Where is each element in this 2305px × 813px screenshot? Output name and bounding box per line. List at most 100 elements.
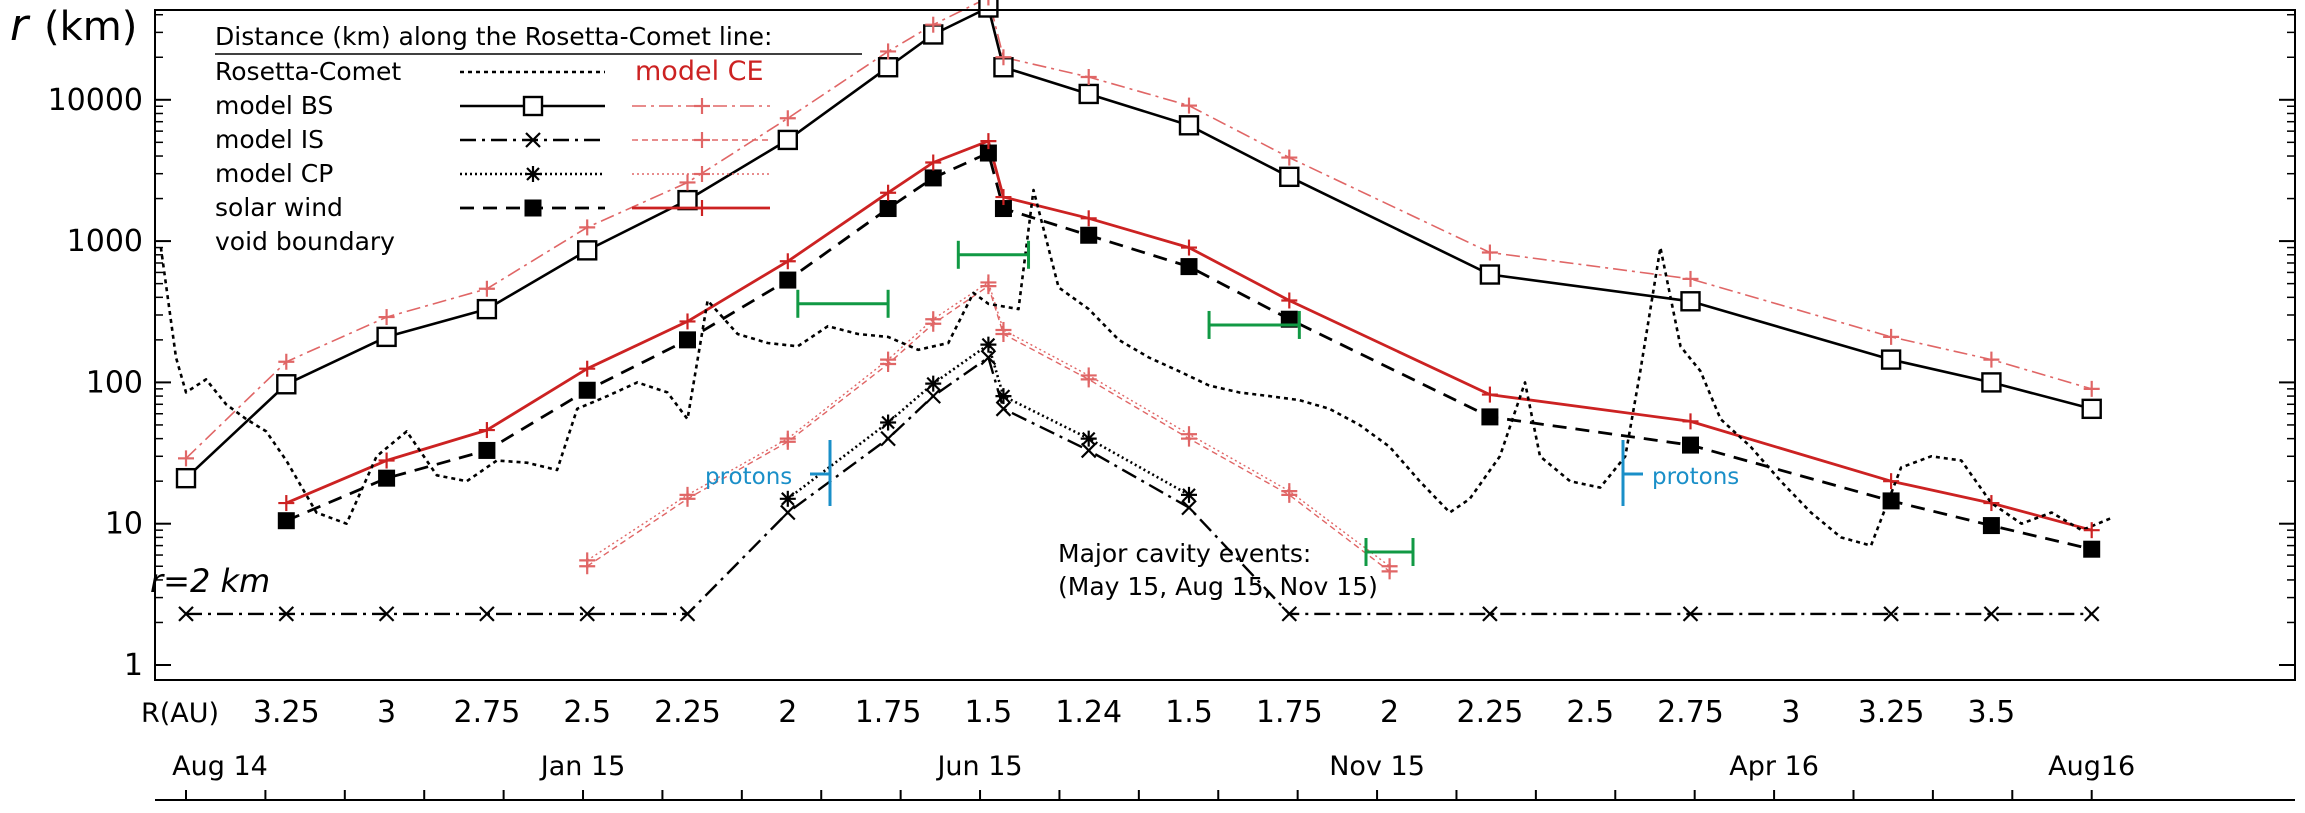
- data-point-model-is: [780, 504, 796, 521]
- data-point-model-ce-cp: [995, 321, 1012, 338]
- marker-stroke: [378, 606, 395, 622]
- data-point-model-is: [1181, 499, 1197, 516]
- marker-stroke: [1883, 606, 1899, 622]
- series-layer: [159, 0, 2113, 616]
- data-point-model-bs: [2081, 398, 2102, 420]
- proton-marker-left: [810, 440, 832, 506]
- data-point-model-cp: [980, 336, 997, 353]
- data-point-model-cp: [1181, 486, 1197, 503]
- legend-marker-model-is: [525, 132, 541, 148]
- data-point-model-ce-cp: [980, 274, 997, 291]
- data-point-solar-wind: [1882, 492, 1900, 510]
- data-point-model-ce-bs: [925, 16, 942, 33]
- data-point-model-ce-solar-wind: [478, 422, 495, 439]
- x-tick-label: 2.75: [1657, 695, 1724, 730]
- axes-layer: 1 10 100 1000 10000 3.25 3 2.75 2.5 2.25 2 1.75 1.5 1…: [48, 9, 2296, 801]
- marker-stroke: [479, 606, 495, 622]
- data-point-solar-wind: [1080, 226, 1098, 244]
- data-point-model-ce-cp: [579, 552, 596, 569]
- x-tick-label: 3.25: [1858, 695, 1925, 730]
- cavity-event-bar: [796, 289, 890, 318]
- marker-layer: [175, 0, 2102, 622]
- data-point-model-bs: [276, 374, 297, 395]
- data-point-model-ce-cp: [925, 311, 942, 328]
- legend-entry-rosetta-comet: Rosetta-Comet: [215, 57, 401, 86]
- legend-entry-model-is: model IS: [215, 125, 324, 154]
- x-tick-label: 3.25: [253, 695, 320, 730]
- data-point-model-ce-solar-wind: [1682, 413, 1699, 430]
- marker-stroke: [178, 606, 194, 622]
- x-tick-label: 3.5: [1968, 695, 2016, 730]
- data-point-model-ce-bs: [987, 0, 990, 6]
- legend: [215, 53, 862, 217]
- data-point-model-cp: [880, 414, 897, 431]
- data-point-model-ce-bs: [779, 110, 796, 127]
- data-point-model-bs: [1680, 291, 1701, 312]
- x-tick-label: 2: [778, 695, 797, 730]
- x-tick-label: 3: [377, 695, 396, 730]
- data-point-model-bs: [476, 298, 498, 320]
- marker-stroke: [995, 401, 1012, 417]
- date-label: Aug16: [2048, 751, 2135, 782]
- data-point-solar-wind: [478, 441, 496, 459]
- marker-stroke: [1983, 606, 2000, 622]
- data-point-model-bs: [877, 57, 899, 78]
- legend-marker-model-ce-solar-wind: [694, 200, 710, 216]
- annotation-r2: r=2 km: [150, 562, 270, 600]
- x-tick-label: 1.5: [1165, 695, 1213, 730]
- marker-stroke: [980, 349, 997, 366]
- legend-entry-model-cp: model CP: [215, 159, 333, 188]
- series-line-solar-wind: [285, 151, 2093, 551]
- y-axis-label-unit: (km): [44, 4, 137, 50]
- data-point-solar-wind: [779, 271, 797, 289]
- date-label: Jan 15: [539, 751, 626, 782]
- y-tick-label: 1000: [67, 224, 143, 259]
- marker-stroke: [925, 388, 942, 404]
- series-line-rosetta-comet: [159, 188, 2113, 547]
- x-tick-label: 1.5: [965, 695, 1013, 730]
- data-point-model-bs: [777, 129, 798, 151]
- data-point-model-bs: [1880, 349, 1902, 370]
- data-point-model-is: [579, 606, 595, 622]
- series-line-model-ce-bs: [185, 0, 2092, 459]
- data-point-model-ce-cp: [1281, 483, 1298, 500]
- data-point-model-ce-bs: [278, 353, 295, 370]
- data-point-model-ce-bs: [579, 219, 596, 236]
- data-point-model-is: [925, 388, 942, 404]
- data-point-model-cp: [1080, 430, 1097, 447]
- data-point-model-ce-solar-wind: [378, 452, 395, 469]
- data-point-model-bs: [577, 240, 598, 261]
- data-point-model-ce-cp: [779, 430, 796, 447]
- marker-stroke: [1281, 606, 1298, 622]
- data-point-model-ce-bs: [378, 309, 395, 326]
- data-point-model-ce-solar-wind: [880, 184, 897, 201]
- data-point-model-is: [2083, 606, 2100, 622]
- data-point-model-cp: [995, 388, 1012, 405]
- legend-entry-solar-wind: solar wind: [215, 193, 343, 222]
- data-point-model-ce-solar-wind: [1883, 473, 1900, 490]
- data-point-solar-wind: [578, 381, 596, 399]
- data-point-model-ce-cp: [1080, 367, 1097, 384]
- data-point-model-ce-cp: [679, 486, 696, 503]
- data-point-solar-wind: [679, 331, 696, 349]
- cavity-event-legend-bar: [1364, 538, 1415, 566]
- date-label: Aug 14: [172, 751, 268, 782]
- data-point-model-ce-solar-wind: [278, 495, 295, 512]
- cavity-event-bar: [956, 240, 1031, 269]
- legend-marker-model-ce-is: [694, 132, 710, 148]
- annotation-cavity-line2: (May 15, Aug 15, Nov 15): [1058, 572, 1378, 601]
- annotation-protons-left: protons: [705, 464, 792, 490]
- legend-marker-model-ce-cp: [694, 166, 710, 182]
- legend-marker-solar-wind: [524, 199, 542, 217]
- y-tick-label: 10: [105, 507, 143, 542]
- data-point-solar-wind: [1280, 310, 1298, 328]
- marker-stroke: [1181, 499, 1197, 516]
- x-tick-label: 2.5: [1566, 695, 1614, 730]
- series-line-model-bs: [185, 6, 2093, 480]
- data-point-model-is: [995, 401, 1012, 417]
- legend-model-ce-label: model CE: [635, 56, 764, 87]
- x-axis-prefix-label: R(AU): [141, 698, 219, 729]
- annotations: [796, 240, 1643, 566]
- x-tick-label: 2.5: [563, 695, 611, 730]
- data-point-model-ce-solar-wind: [779, 253, 796, 270]
